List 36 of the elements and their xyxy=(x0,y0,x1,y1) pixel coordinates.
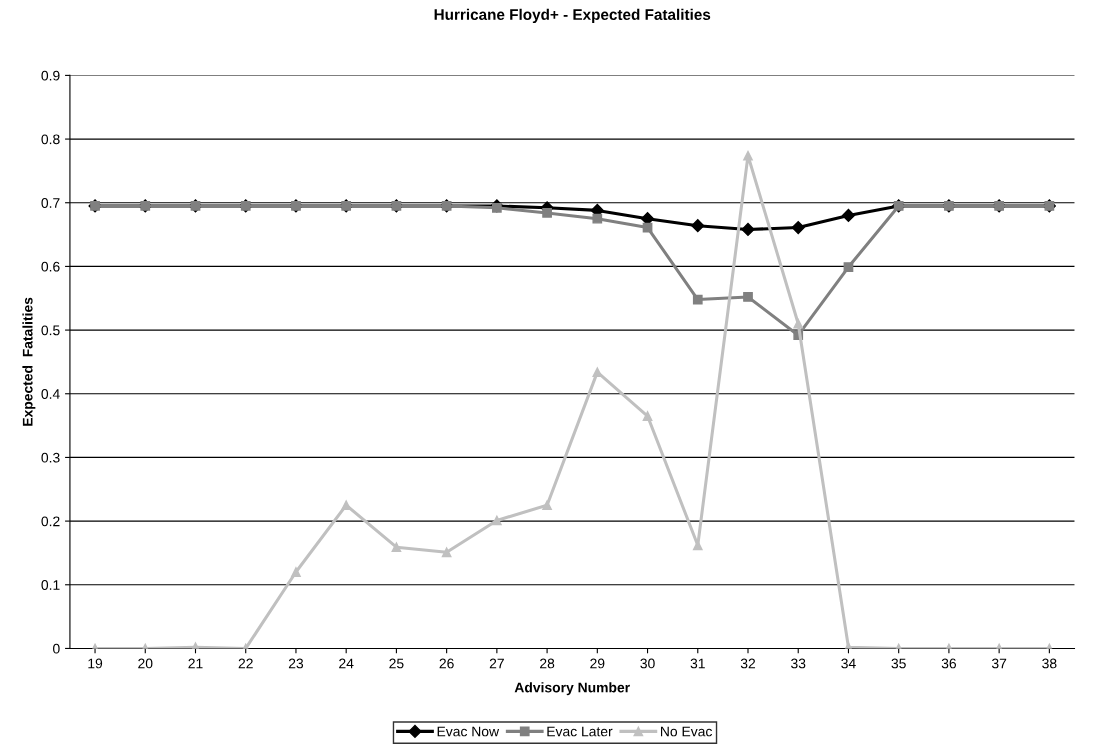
x-axis-title: Advisory Number xyxy=(514,682,630,696)
x-tick-label: 33 xyxy=(791,658,806,669)
x-tick-label: 29 xyxy=(590,658,605,669)
legend-label: Evac Now xyxy=(437,726,500,737)
y-tick-label: 0.6 xyxy=(41,261,60,272)
x-tick-label: 25 xyxy=(389,658,404,669)
chart-title: Hurricane Floyd+ - Expected Fatalities xyxy=(434,8,711,24)
y-tick-label: 0.5 xyxy=(41,325,60,336)
legend-label: Evac Later xyxy=(547,726,613,737)
x-tick-label: 22 xyxy=(238,658,253,669)
x-tick-label: 35 xyxy=(891,658,906,669)
legend-label: No Evac xyxy=(661,726,712,737)
x-tick-label: 20 xyxy=(138,658,153,669)
y-axis-title: Expected Fatalities xyxy=(22,297,36,426)
x-tick-label: 36 xyxy=(941,658,957,669)
x-tick-label: 28 xyxy=(540,658,555,669)
y-tick-label: 0.9 xyxy=(41,70,60,81)
y-tick-label: 0.7 xyxy=(41,198,60,208)
y-tick-label: 0 xyxy=(53,643,60,654)
y-tick-label: 0.8 xyxy=(41,134,60,145)
x-tick-label: 26 xyxy=(439,658,454,669)
x-tick-label: 37 xyxy=(991,658,1007,669)
y-tick-label: 0.4 xyxy=(41,389,60,399)
y-tick-label: 0.2 xyxy=(41,516,60,527)
x-tick-label: 32 xyxy=(740,658,756,669)
y-tick-label: 0.3 xyxy=(41,452,60,463)
x-tick-label: 34 xyxy=(841,658,856,669)
x-tick-label: 27 xyxy=(489,658,504,669)
x-tick-label: 24 xyxy=(339,658,354,669)
y-tick-label: 0.1 xyxy=(41,580,60,590)
x-tick-label: 38 xyxy=(1042,658,1057,669)
x-tick-label: 23 xyxy=(288,658,304,669)
x-tick-label: 31 xyxy=(690,658,705,669)
x-tick-label: 21 xyxy=(188,658,203,669)
x-tick-label: 30 xyxy=(640,658,655,669)
x-tick-label: 19 xyxy=(88,658,103,669)
